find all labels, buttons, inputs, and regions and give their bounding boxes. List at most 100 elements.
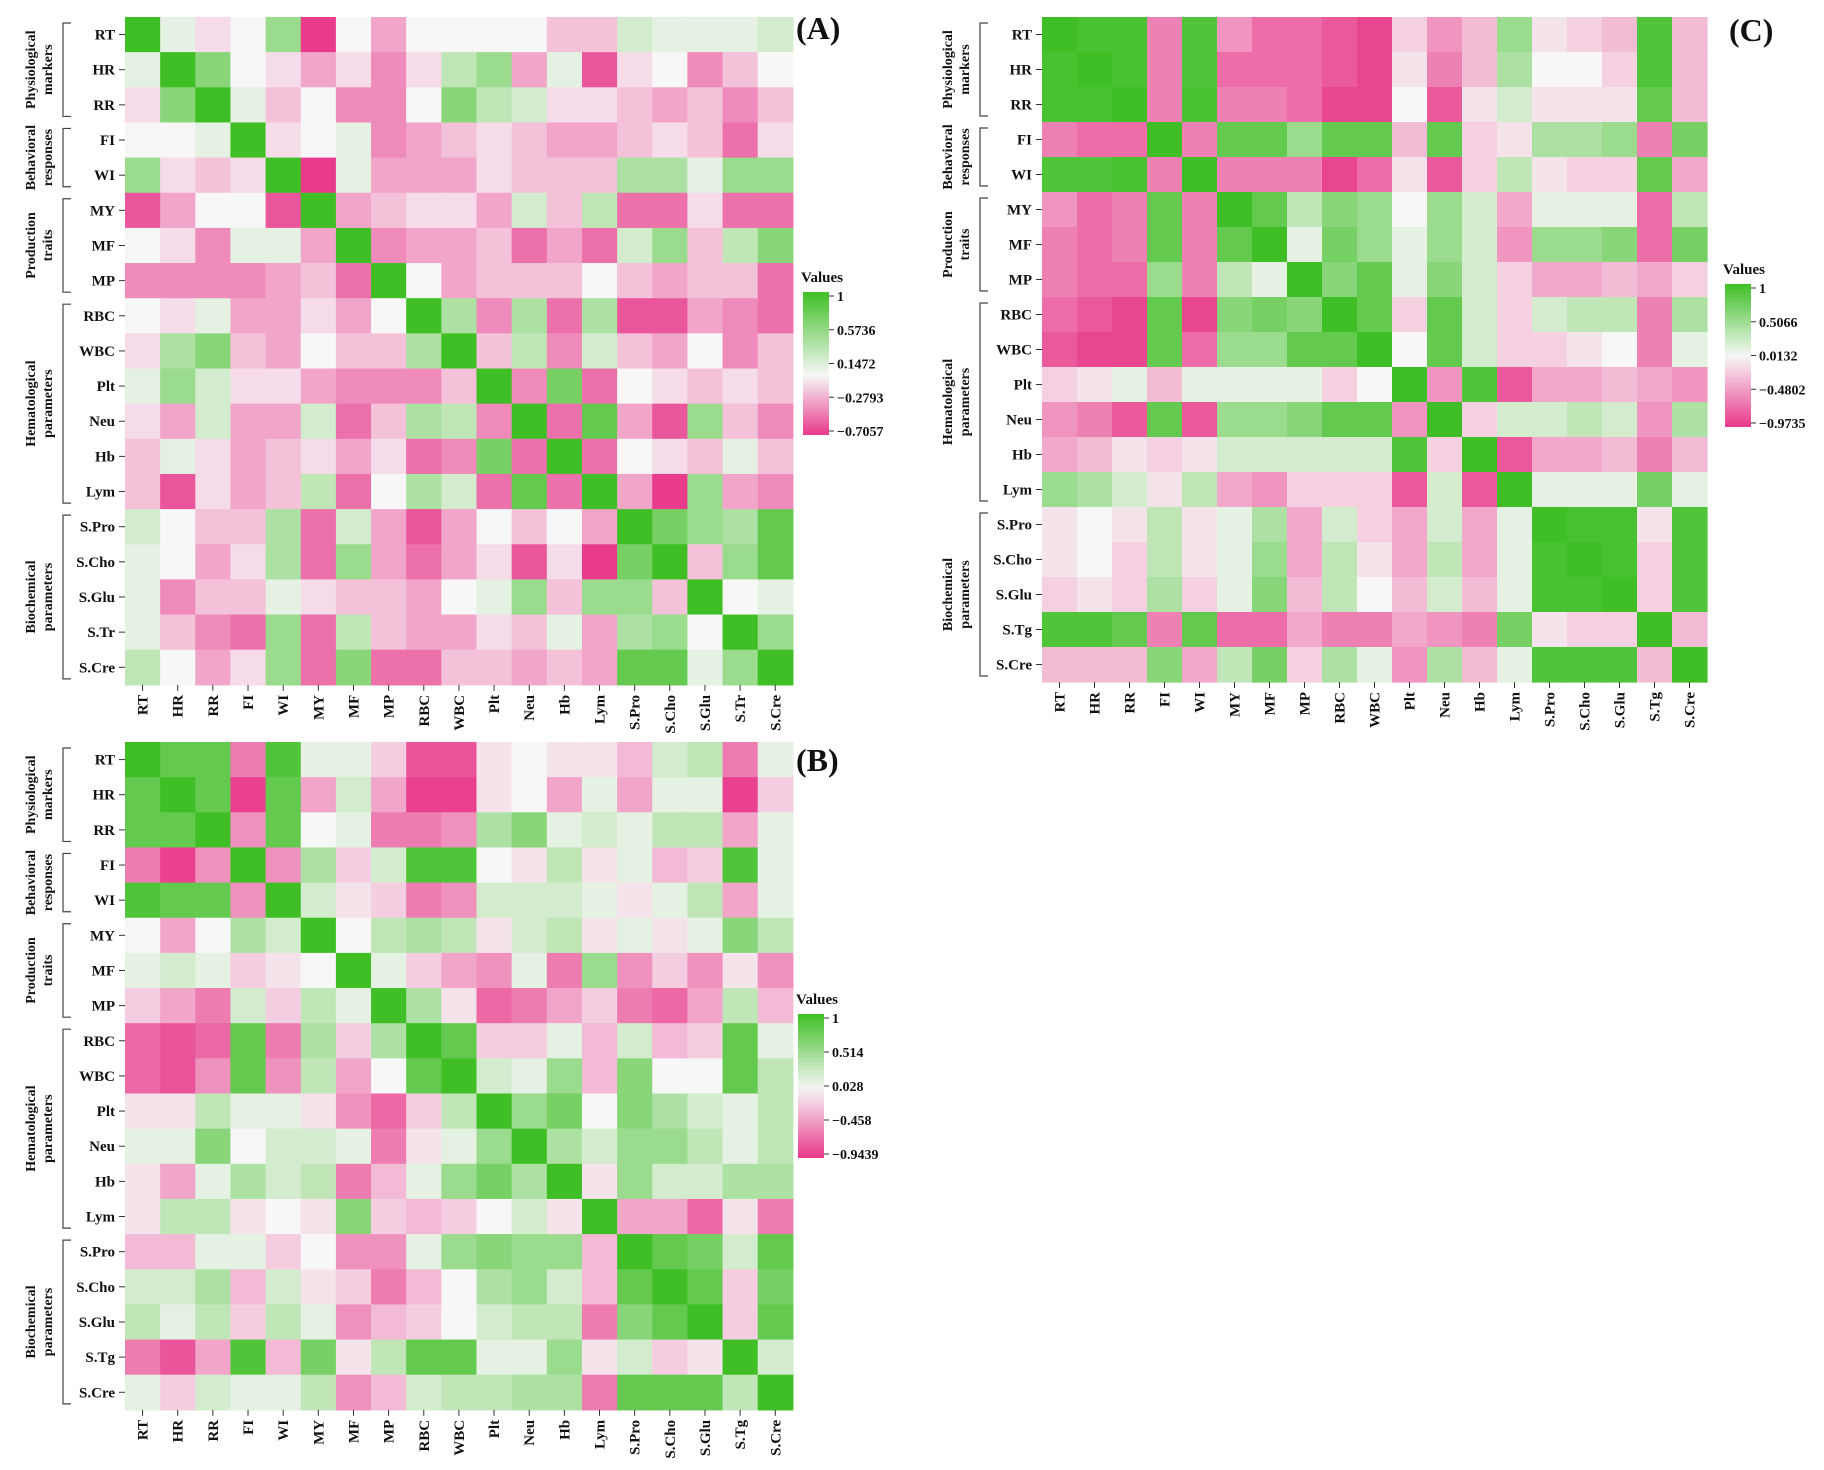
heatmap-c-cell-MY-WI — [1182, 192, 1218, 228]
heatmap-c-cell-Plt-Hb — [1462, 367, 1498, 403]
heatmap-a-cell-Lym-RBC — [406, 473, 442, 510]
heatmap-c-cell-S.Tg-MY — [1217, 612, 1253, 648]
heatmap-b-cell-S.Cho-Hb — [546, 1269, 583, 1305]
heatmap-b-cell-Lym-S.Glu — [687, 1198, 724, 1235]
heatmap-a-cell-WI-MY — [300, 157, 337, 194]
heatmap-c-cell-MP-MY — [1217, 262, 1253, 298]
heatmap-c-cell-RBC-MY — [1217, 297, 1253, 333]
heatmap-a-cell-WI-FI — [230, 157, 267, 194]
heatmap-a-row-label: WBC — [79, 344, 115, 360]
heatmap-b-legend-title: Values — [796, 992, 838, 1008]
heatmap-c-cell-Hb-MY — [1217, 437, 1253, 473]
heatmap-a-cell-WBC-S.Pro — [617, 333, 653, 370]
heatmap-b-col-label: S.Tg — [733, 1419, 749, 1449]
heatmap-a-cell-S.Glu-RBC — [406, 579, 442, 616]
heatmap-c-cell-WBC-FI — [1147, 332, 1183, 368]
heatmap-a-cell-S.Glu-WI — [265, 579, 302, 616]
heatmap-c-cell-Neu-WI — [1182, 402, 1218, 438]
heatmap-b-cell-S.Pro-RBC — [406, 1234, 442, 1270]
heatmap-a-cell-S.Pro-Plt — [476, 509, 513, 545]
heatmap-a-cell-Plt-Lym — [581, 368, 618, 405]
heatmap-c-cell-Lym-MP — [1287, 472, 1323, 508]
heatmap-a-cell-RT-WBC — [441, 17, 478, 53]
heatmap-a-cell-S.Pro-RBC — [406, 509, 442, 545]
heatmap-c-cell-MP-S.Tg — [1637, 262, 1673, 298]
heatmap-a-cell-S.Tr-MF — [335, 614, 372, 651]
heatmap-b-cell-S.Cre-Lym — [581, 1374, 618, 1411]
heatmap-b-cell-RBC-MY — [300, 1023, 337, 1059]
heatmap-a-cell-S.Cho-RR — [195, 544, 232, 580]
heatmap-b-cell-MY-Hb — [546, 917, 583, 954]
heatmap-c-legend-label: −0.9735 — [1759, 417, 1805, 432]
heatmap-b-cell-S.Pro-S.Cre — [757, 1234, 794, 1270]
heatmap-b-cell-Neu-S.Glu — [687, 1128, 724, 1165]
heatmap-b-cell-Lym-RBC — [406, 1198, 442, 1235]
heatmap-c-cell-MY-RT — [1042, 192, 1078, 228]
heatmap-c-cell-MP-MP — [1287, 262, 1323, 298]
heatmap-a-cell-Hb-HR — [160, 438, 196, 475]
heatmap-c-cell-RBC-FI — [1147, 297, 1183, 333]
heatmap-b-cell-FI-HR — [160, 847, 196, 884]
heatmap-c-cell-MP-S.Pro — [1532, 262, 1568, 298]
heatmap-c-cell-HR-S.Glu — [1602, 52, 1638, 88]
heatmap-a-cell-RBC-MF — [335, 298, 372, 334]
heatmap-b-cell-S.Tg-S.Cho — [652, 1339, 688, 1376]
heatmap-a-cell-Plt-Plt — [476, 368, 513, 405]
heatmap-b-cell-Lym-MP — [371, 1198, 407, 1235]
heatmap-a-cell-HR-S.Tr — [722, 52, 759, 88]
heatmap-b-cell-S.Cho-FI — [230, 1269, 267, 1305]
heatmap-b-col-label: RBC — [417, 1420, 433, 1452]
heatmap-b-cell-Plt-WI — [265, 1093, 302, 1130]
heatmap-c-cell-Lym-Plt — [1392, 472, 1428, 508]
heatmap-c-cell-Hb-WI — [1182, 437, 1218, 473]
heatmap-c-cell-MP-WBC — [1357, 262, 1393, 298]
heatmap-b-cell-S.Cho-Plt — [476, 1269, 513, 1305]
heatmap-a-cell-S.Tr-FI — [230, 614, 267, 651]
heatmap-c-cell-WBC-Lym — [1497, 332, 1533, 368]
heatmap-c-cell-Neu-HR — [1077, 402, 1113, 438]
heatmap-c-col-label: Plt — [1403, 692, 1419, 710]
heatmap-a-cell-WBC-RT — [125, 333, 161, 370]
heatmap-c-cell-S.Cre-Hb — [1462, 647, 1498, 683]
heatmap-c-cell-MY-Plt — [1392, 192, 1428, 228]
heatmap-b-cell-RR-S.Tg — [722, 812, 759, 849]
heatmap-b-cell-MF-Neu — [511, 952, 548, 989]
heatmap-c-col-label: MY — [1228, 692, 1244, 717]
heatmap-a-cell-FI-S.Cho — [652, 122, 688, 159]
heatmap-b-cell-RBC-S.Cre — [757, 1023, 794, 1059]
heatmap-a-cell-MY-RT — [125, 192, 161, 229]
heatmap-c-cell-RBC-HR — [1077, 297, 1113, 333]
heatmap-c-cell-RT-RT — [1042, 17, 1078, 53]
heatmap-c-col-label: S.Tg — [1648, 692, 1664, 722]
heatmap-c-cell-FI-WBC — [1357, 122, 1393, 158]
heatmap-a-cell-S.Cho-MP — [371, 544, 407, 580]
heatmap-a-cell-RR-S.Glu — [687, 87, 724, 124]
heatmap-c-cell-HR-RT — [1042, 52, 1078, 88]
heatmap-a-cell-S.Tr-Neu — [511, 614, 548, 651]
heatmap-c-cell-S.Tg-HR — [1077, 612, 1113, 648]
heatmap-b-cell-WBC-WI — [265, 1058, 302, 1095]
heatmap-b-cell-MP-MP — [371, 988, 407, 1024]
heatmap-a-cell-RT-WI — [265, 17, 302, 53]
heatmap-a-cell-S.Cho-S.Cho — [652, 544, 688, 580]
heatmap-a-cell-RR-WI — [265, 87, 302, 124]
heatmap-a-cell-Hb-S.Glu — [687, 438, 724, 475]
heatmap-b-cell-HR-S.Glu — [687, 777, 724, 813]
heatmap-a-col-label: FI — [241, 695, 257, 710]
heatmap-a-cell-RR-S.Cho — [652, 87, 688, 124]
heatmap-a-cell-S.Cre-S.Cre — [757, 649, 794, 686]
heatmap-c-cell-FI-Plt — [1392, 122, 1428, 158]
heatmap-c-cell-RBC-Neu — [1427, 297, 1463, 333]
heatmap-a-cell-Lym-S.Glu — [687, 473, 724, 510]
heatmap-b-cell-S.Tg-WI — [265, 1339, 302, 1376]
heatmap-a-cell-S.Cre-RT — [125, 649, 161, 686]
heatmap-c-cell-S.Cho-S.Tg — [1637, 542, 1673, 578]
heatmap-c-cell-HR-Hb — [1462, 52, 1498, 88]
heatmap-c-row-label: Neu — [1006, 413, 1032, 429]
heatmap-b-cell-Neu-Hb — [546, 1128, 583, 1165]
heatmap-a-col-label: S.Pro — [628, 695, 644, 730]
heatmap-c-cell-HR-Plt — [1392, 52, 1428, 88]
heatmap-b-cell-S.Pro-S.Cho — [652, 1234, 688, 1270]
heatmap-c-cell-Neu-Neu — [1427, 402, 1463, 438]
